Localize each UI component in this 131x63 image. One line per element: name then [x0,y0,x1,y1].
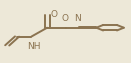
Text: O: O [61,14,68,23]
Text: O: O [50,10,57,19]
Text: NH: NH [27,42,40,51]
Text: N: N [75,14,81,23]
